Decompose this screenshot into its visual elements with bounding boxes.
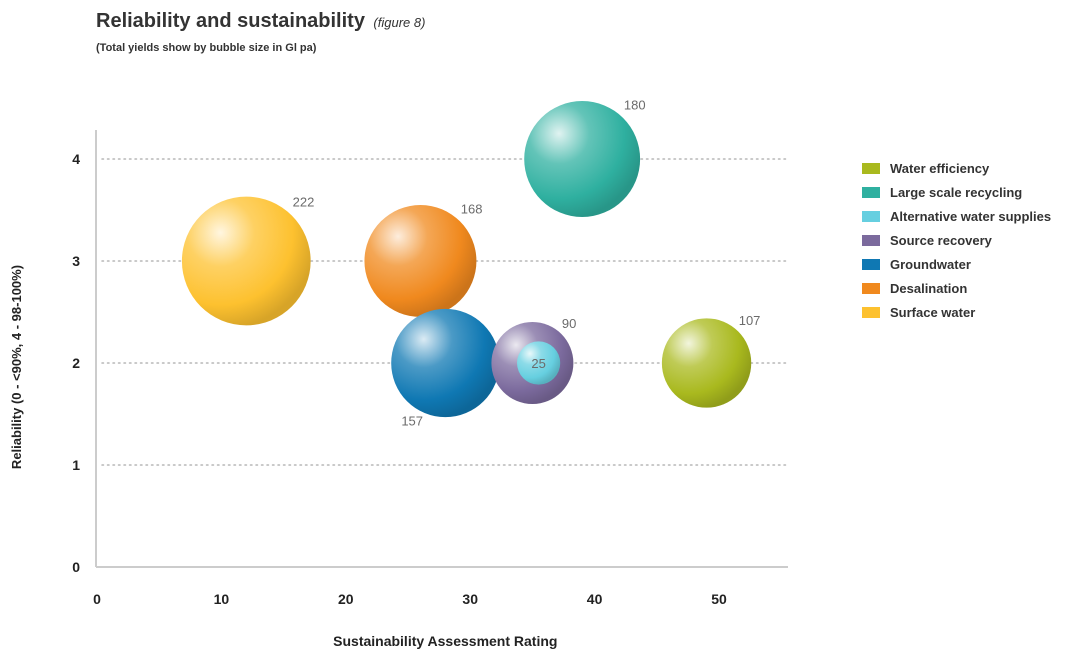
legend-label: Alternative water supplies: [890, 208, 1052, 224]
legend-swatch: [862, 282, 880, 294]
legend-label: Groundwater: [890, 256, 971, 272]
legend-swatch: [862, 162, 880, 174]
legend-item: Groundwater: [862, 252, 1051, 276]
x-tick-label: 40: [587, 591, 603, 607]
x-axis-label: Sustainability Assessment Rating: [333, 633, 557, 649]
chart-subtitle: (Total yields show by bubble size in Gl …: [96, 42, 317, 54]
bubble-water-efficiency: [661, 318, 752, 408]
x-tick-label: 0: [93, 591, 101, 607]
figure-note: (figure 8): [373, 15, 426, 30]
chart-title-text: Reliability and sustainability: [96, 10, 365, 32]
legend: Water efficiency Large scale recycling Alt…: [862, 156, 1051, 324]
legend-item: Water efficiency: [862, 156, 1051, 180]
y-tick-label: 0: [72, 559, 80, 575]
bubble-desalination: [364, 205, 477, 317]
bubble-size-label: 180: [624, 98, 646, 113]
x-tick-label: 30: [462, 591, 478, 607]
y-tick-label: 1: [72, 457, 80, 473]
bubble-size-label: 25: [531, 356, 545, 371]
x-tick-label: 10: [214, 591, 230, 607]
x-tick-label: 20: [338, 591, 354, 607]
legend-item: Desalination: [862, 276, 1051, 300]
legend-item: Surface water: [862, 300, 1051, 324]
y-tick-label: 3: [72, 253, 80, 269]
bubble-alternative-water-supplies: [517, 341, 561, 385]
bubble-groundwater: [391, 308, 500, 418]
legend-swatch: [862, 186, 880, 198]
legend-swatch: [862, 258, 880, 270]
legend-label: Source recovery: [890, 232, 992, 248]
legend-item: Alternative water supplies: [862, 204, 1051, 228]
bubble-size-label: 107: [739, 313, 761, 328]
bubble-size-label: 168: [461, 201, 483, 216]
legend-label: Desalination: [890, 280, 968, 296]
bubble-large-scale-recycling: [524, 101, 641, 217]
x-tick-label: 50: [711, 591, 727, 607]
legend-swatch: [862, 210, 880, 222]
y-tick-label: 2: [72, 355, 80, 371]
legend-label: Large scale recycling: [890, 184, 1023, 200]
legend-label: Surface water: [890, 304, 976, 320]
bubble-size-label: 222: [293, 194, 315, 209]
legend-label: Water efficiency: [890, 160, 990, 176]
legend-swatch: [862, 306, 880, 318]
y-tick-label: 4: [72, 151, 80, 167]
bubble-size-label: 157: [401, 413, 423, 428]
chart-title: Reliability and sustainability (figure 8…: [96, 10, 425, 33]
legend-swatch: [862, 234, 880, 246]
bubble-surface-water: [181, 196, 311, 326]
legend-item: Source recovery: [862, 228, 1051, 252]
bubble-size-label: 90: [562, 316, 576, 331]
legend-item: Large scale recycling: [862, 180, 1051, 204]
y-axis-label: Reliability (0 - <90%, 4 - 98-100%): [9, 265, 24, 469]
